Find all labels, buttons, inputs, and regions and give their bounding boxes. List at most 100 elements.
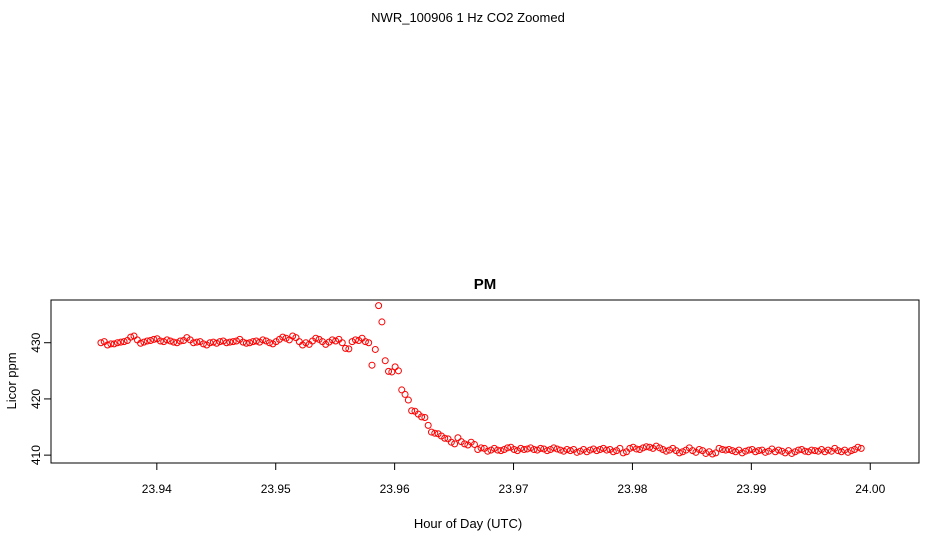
data-point	[408, 407, 416, 415]
data-point	[163, 336, 171, 344]
data-point	[295, 338, 303, 346]
data-point	[603, 446, 611, 454]
data-point	[232, 337, 240, 345]
data-point	[543, 447, 551, 455]
y-tick-label: 410	[29, 445, 43, 465]
data-point	[761, 448, 769, 456]
data-point	[282, 334, 290, 342]
data-point	[209, 338, 217, 346]
data-point	[199, 340, 207, 348]
data-point	[223, 339, 231, 347]
data-point	[791, 448, 799, 456]
data-point	[662, 447, 670, 455]
data-point	[854, 443, 862, 451]
data-point	[328, 336, 336, 344]
data-point	[385, 367, 393, 375]
data-point	[722, 446, 730, 454]
data-point	[477, 444, 485, 452]
data-point	[348, 338, 356, 346]
data-point	[229, 338, 237, 346]
data-point	[431, 429, 439, 437]
data-point	[523, 445, 531, 453]
data-point	[239, 338, 247, 346]
data-point	[242, 339, 250, 347]
data-point	[712, 449, 720, 457]
data-point	[517, 444, 525, 452]
data-point	[107, 340, 115, 348]
data-point	[497, 447, 505, 455]
chart-title: PM	[474, 276, 497, 293]
data-point	[470, 440, 478, 448]
data-point	[206, 339, 214, 347]
data-point	[487, 446, 495, 454]
data-point	[745, 446, 753, 454]
data-point	[814, 447, 822, 455]
data-point	[189, 339, 197, 347]
x-tick-label: 23.99	[736, 482, 766, 496]
data-point	[550, 444, 558, 452]
data-point	[424, 421, 432, 429]
data-point	[520, 446, 528, 454]
data-point	[596, 446, 604, 454]
data-point	[302, 339, 310, 347]
data-point	[160, 338, 168, 346]
data-point	[775, 446, 783, 454]
data-point	[120, 338, 128, 346]
page-title: NWR_100906 1 Hz CO2 Zoomed	[371, 10, 565, 25]
data-point	[474, 446, 482, 454]
data-point	[401, 390, 409, 398]
data-point	[533, 446, 541, 454]
data-point	[679, 448, 687, 456]
data-point	[97, 339, 105, 347]
data-point	[454, 434, 462, 442]
data-point	[546, 446, 554, 454]
data-point	[616, 444, 624, 452]
y-axis: 410 420 430	[29, 332, 51, 465]
data-point	[398, 386, 406, 394]
data-point	[371, 345, 379, 353]
data-point	[510, 446, 518, 454]
data-point	[441, 434, 449, 442]
data-point	[365, 339, 373, 347]
data-point	[804, 448, 812, 456]
data-point	[312, 334, 320, 342]
data-point	[659, 446, 667, 454]
data-point	[636, 446, 644, 454]
data-point	[127, 333, 135, 341]
data-point	[451, 440, 459, 448]
x-tick-label: 23.98	[617, 482, 647, 496]
data-point	[808, 446, 816, 454]
data-point	[289, 332, 297, 340]
data-point	[563, 446, 571, 454]
data-point	[656, 444, 664, 452]
data-point	[117, 338, 125, 346]
data-point	[375, 302, 383, 310]
data-point	[447, 438, 455, 446]
data-point	[249, 338, 257, 346]
data-point	[619, 449, 627, 457]
data-point	[259, 336, 267, 344]
data-point	[537, 444, 545, 452]
data-point	[725, 446, 733, 454]
data-point	[527, 444, 535, 452]
data-point	[652, 442, 660, 450]
data-point	[418, 413, 426, 421]
data-point	[176, 337, 184, 345]
data-point	[345, 345, 353, 353]
data-point	[391, 363, 399, 371]
y-tick-label: 430	[29, 332, 43, 352]
data-point	[626, 444, 634, 452]
data-point	[219, 337, 227, 345]
x-tick-label: 24.00	[855, 482, 885, 496]
data-point	[801, 447, 809, 455]
data-point	[751, 448, 759, 456]
data-point	[553, 445, 561, 453]
plot-area	[50, 299, 920, 464]
data-point	[262, 337, 270, 345]
data-point	[170, 338, 178, 346]
data-point	[381, 357, 389, 365]
data-point	[166, 337, 174, 345]
data-point	[771, 448, 779, 456]
data-point	[137, 339, 145, 347]
